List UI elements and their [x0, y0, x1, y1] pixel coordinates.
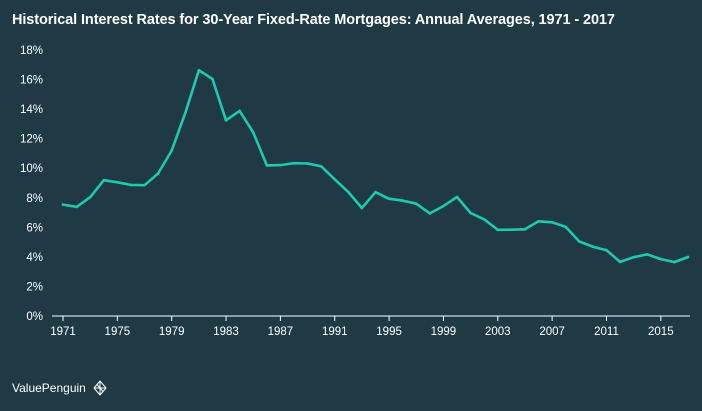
brand-logo: ValuePenguin: [12, 380, 108, 396]
data-point: [224, 119, 228, 122]
data-point: [686, 255, 690, 259]
data-point: [116, 180, 119, 184]
x-tick-label: 1971: [50, 326, 76, 338]
data-point: [401, 199, 404, 202]
data-point: [183, 111, 187, 115]
y-tick-label: 14%: [20, 104, 43, 116]
data-point: [360, 206, 364, 210]
x-tick-label: 1975: [105, 326, 131, 338]
data-point: [387, 197, 391, 201]
x-tick-label: 1987: [268, 326, 294, 338]
data-point: [333, 178, 337, 181]
y-tick-label: 4%: [26, 252, 43, 264]
x-tick-label: 2011: [594, 326, 619, 338]
y-tick-label: 16%: [20, 75, 43, 87]
data-point: [156, 172, 160, 175]
x-tick-label: 2007: [539, 326, 565, 338]
y-tick-label: 10%: [20, 163, 43, 175]
data-point: [129, 183, 133, 187]
data-point: [591, 245, 595, 248]
data-point: [319, 165, 323, 168]
data-point: [251, 131, 255, 134]
data-point: [673, 260, 676, 264]
data-point: [428, 212, 432, 215]
data-point: [347, 190, 350, 194]
y-tick-label: 8%: [26, 193, 43, 205]
x-tick-label: 1983: [213, 326, 239, 338]
data-point: [238, 109, 241, 113]
data-point: [537, 219, 540, 223]
y-tick-label: 12%: [20, 134, 43, 146]
y-tick-label: 2%: [26, 281, 43, 293]
brand-name: ValuePenguin: [12, 381, 86, 395]
data-point: [469, 211, 472, 215]
data-point: [523, 227, 527, 231]
data-points: [61, 68, 690, 264]
series-line: [61, 68, 690, 264]
data-point: [306, 162, 309, 165]
data-point: [618, 260, 622, 264]
penguin-logo-icon: [93, 380, 107, 396]
data-point: [455, 195, 459, 199]
data-point: [496, 228, 500, 232]
data-point: [279, 163, 282, 167]
data-point: [564, 225, 568, 229]
y-axis-ticks: 0% 2% 4% 6% 8% 10% 12% 14% 16% 18%: [20, 45, 43, 323]
data-point: [102, 178, 106, 182]
data-point: [265, 164, 269, 167]
data-point: [482, 218, 486, 221]
data-point: [659, 257, 663, 261]
data-point: [197, 68, 201, 72]
chart-title: Historical Interest Rates for 30-Year Fi…: [12, 12, 615, 28]
data-point: [510, 228, 513, 231]
data-point: [211, 77, 214, 81]
data-point: [578, 240, 581, 243]
y-tick-label: 18%: [20, 45, 43, 57]
x-tick-label: 1999: [431, 326, 457, 338]
data-point: [645, 253, 649, 256]
data-point: [632, 255, 635, 259]
data-point: [292, 161, 296, 165]
x-tick-label: 1979: [159, 326, 185, 338]
data-point: [550, 221, 554, 224]
y-tick-label: 0%: [26, 311, 43, 323]
data-point: [374, 190, 377, 194]
x-tick-label: 2003: [485, 326, 511, 338]
data-point: [414, 202, 418, 205]
data-point: [605, 248, 608, 252]
x-tick-label: 2015: [648, 326, 674, 338]
data-point: [88, 195, 92, 199]
data-point: [442, 204, 445, 208]
y-tick-label: 6%: [26, 222, 43, 234]
data-point: [143, 183, 146, 187]
data-point: [170, 149, 173, 152]
data-point: [75, 205, 78, 209]
x-tick-label: 1995: [376, 326, 402, 338]
data-point: [61, 203, 65, 206]
x-axis-ticks: 1971 1975 1979 1983 1987 1991 1995 1999 2003 2007…: [50, 316, 674, 338]
x-tick-label: 1991: [322, 326, 348, 338]
